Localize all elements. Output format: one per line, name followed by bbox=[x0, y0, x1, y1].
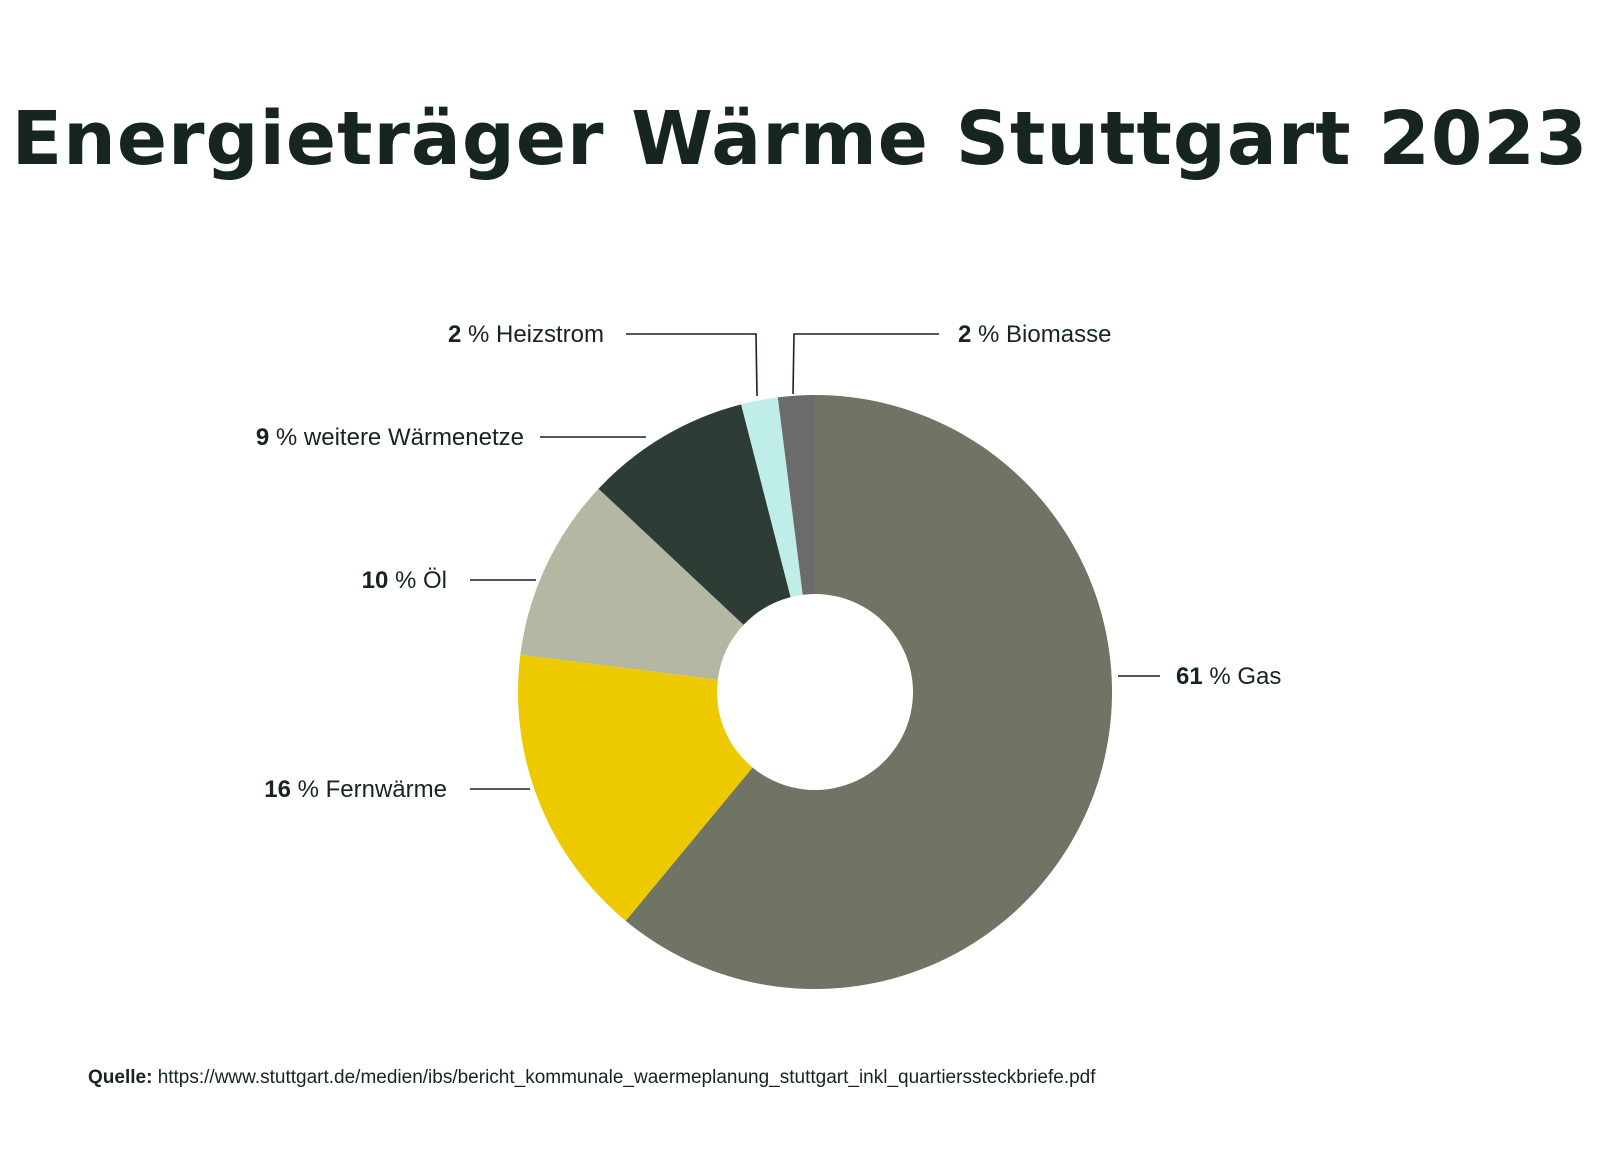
label-text-heizstrom: % Heizstrom bbox=[461, 321, 604, 348]
label-heizstrom: 2 % Heizstrom bbox=[448, 321, 604, 348]
label-weitere-waermenetze: 9 % weitere Wärmenetze bbox=[256, 424, 524, 451]
label-value-biomasse: 2 bbox=[958, 321, 971, 348]
chart-labels: 61 % Gas 16 % Fernwärme 10 % Öl 9 % weitere… bbox=[256, 321, 1282, 803]
leader-line-heizstrom bbox=[626, 333, 758, 397]
label-text-biomasse: % Biomasse bbox=[971, 321, 1111, 348]
slice-biomasse bbox=[777, 395, 815, 595]
chart-leader-lines bbox=[470, 333, 1160, 790]
label-value-heizstrom: 2 bbox=[448, 321, 461, 348]
slice-fernwaerme bbox=[517, 654, 753, 921]
label-gas: 61 % Gas bbox=[1176, 663, 1281, 690]
label-value-gas: 61 bbox=[1176, 663, 1203, 690]
source-label: Quelle: bbox=[88, 1067, 153, 1088]
label-text-oel: % Öl bbox=[388, 567, 447, 594]
chart-title: Energieträger Wärme Stuttgart 2023 bbox=[11, 96, 1589, 182]
slice-heizstrom bbox=[741, 397, 803, 598]
label-fernwaerme: 16 % Fernwärme bbox=[264, 776, 447, 803]
label-text-gas: % Gas bbox=[1203, 663, 1282, 690]
label-value-oel: 10 bbox=[362, 567, 389, 594]
slice-weitere-waermenetze bbox=[598, 404, 791, 625]
leader-line-biomasse bbox=[792, 333, 939, 395]
slice-oel bbox=[520, 488, 744, 680]
slice-gas bbox=[625, 395, 1113, 989]
label-text-fernwaerme: % Fernwärme bbox=[291, 776, 447, 803]
label-value-fernwaerme: 16 bbox=[264, 776, 291, 803]
label-biomasse: 2 % Biomasse bbox=[958, 321, 1111, 348]
label-value-weitere-waermenetze: 9 bbox=[256, 424, 269, 451]
source-url[interactable]: https://www.stuttgart.de/medien/ibs/beri… bbox=[157, 1067, 1096, 1088]
source-note: Quelle: https://www.stuttgart.de/medien/… bbox=[88, 1067, 1096, 1089]
label-oel: 10 % Öl bbox=[362, 567, 447, 594]
chart-slices bbox=[517, 395, 1113, 989]
label-text-weitere-waermenetze: % weitere Wärmenetze bbox=[269, 424, 524, 451]
